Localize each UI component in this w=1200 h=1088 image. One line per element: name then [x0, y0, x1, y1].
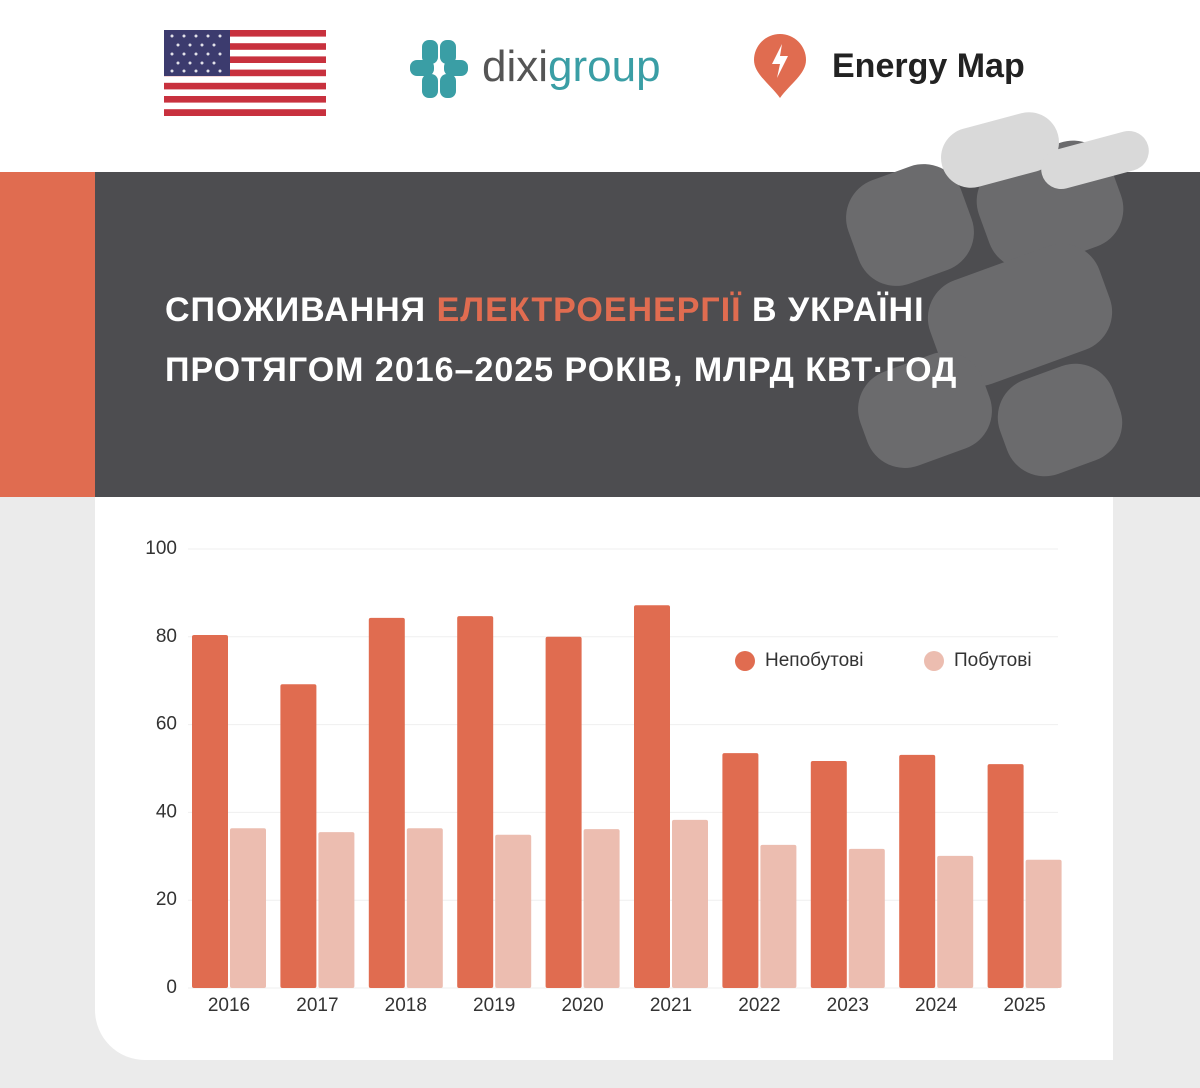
bar — [280, 684, 317, 988]
title-line: ПРОТЯГОМ 2016–2025 РОКІВ, МЛРД КВТ·ГОД — [165, 351, 958, 389]
decoration — [846, 112, 1149, 477]
bar — [937, 855, 974, 988]
y-tick-label: 0 — [166, 977, 177, 998]
bar — [1025, 859, 1062, 988]
x-tick-label: 2016 — [208, 995, 250, 1016]
bar — [368, 617, 405, 988]
y-tick-label: 20 — [156, 889, 177, 910]
x-tick-label: 2018 — [385, 995, 427, 1016]
y-tick-label: 40 — [156, 801, 177, 822]
x-tick-label: 2022 — [738, 995, 780, 1016]
bar — [406, 828, 443, 988]
bar — [495, 834, 532, 988]
bar — [230, 828, 266, 988]
legend-label: Непобутові — [765, 650, 863, 671]
chart-title: СПОЖИВАННЯ ЕЛЕКТРОЕНЕРГІЇ В УКРАЇНІ ПРОТ… — [165, 280, 957, 400]
y-tick-label: 80 — [156, 626, 177, 647]
bar — [987, 764, 1024, 988]
title-highlight: ЕЛЕКТРОЕНЕРГІЇ — [436, 291, 742, 329]
x-tick-label: 2023 — [827, 995, 869, 1016]
us-flag — [164, 30, 326, 116]
bar — [848, 848, 885, 988]
x-tick-label: 2025 — [1003, 995, 1045, 1016]
bar — [192, 635, 228, 988]
title-line: СПОЖИВАННЯ ЕЛЕКТРОЕНЕРГІЇ В УКРАЇНІ — [165, 280, 957, 340]
title-part: СПОЖИВАННЯ — [165, 291, 427, 329]
bar — [634, 605, 670, 988]
x-tick-label: 2021 — [650, 995, 692, 1016]
legend-label: Побутові — [954, 650, 1032, 671]
x-tick-label: 2020 — [561, 995, 603, 1016]
bar — [318, 832, 355, 988]
bar — [457, 616, 494, 988]
energy-map-logo: Energy Map — [832, 47, 1025, 85]
bar — [899, 754, 936, 988]
y-tick-label: 60 — [156, 714, 177, 735]
bar — [672, 819, 708, 988]
accent-strip — [0, 172, 95, 497]
dixigroup-logo: dixigroup — [482, 42, 661, 92]
logo-text: dixi — [482, 42, 549, 91]
x-tick-label: 2019 — [473, 995, 515, 1016]
bar — [722, 753, 759, 988]
legend-marker — [735, 651, 755, 671]
logo-text: group — [548, 42, 661, 91]
title-part: В УКРАЇНІ — [751, 291, 925, 329]
y-tick-label: 100 — [145, 538, 177, 559]
bar — [760, 844, 797, 988]
energy-map-icon — [754, 34, 806, 98]
bar — [583, 829, 620, 988]
chart: 0 20 40 60 80 100 2016 2017 2018 2019 2020 2021 2022… — [145, 538, 1062, 1016]
dixigroup-icon — [410, 40, 468, 98]
x-tick-label: 2024 — [915, 995, 958, 1016]
x-tick-label: 2017 — [296, 995, 338, 1016]
legend-marker — [924, 651, 944, 671]
bar — [810, 761, 847, 988]
bar — [545, 636, 582, 988]
